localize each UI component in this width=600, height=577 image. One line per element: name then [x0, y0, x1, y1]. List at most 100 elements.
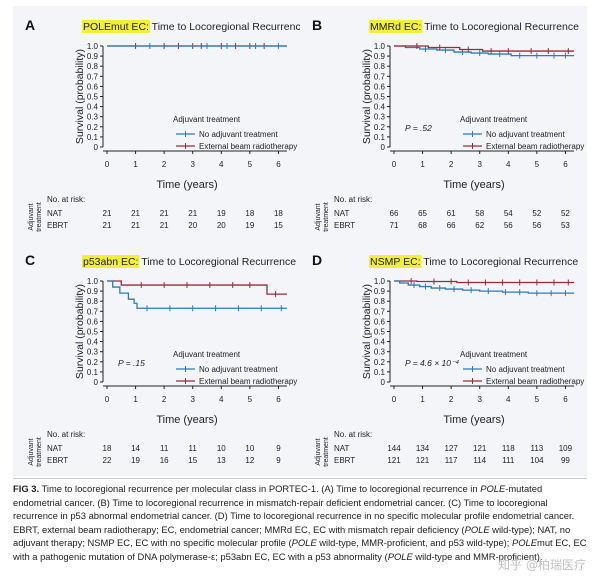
- at-risk-nat-cell: 52: [532, 209, 541, 218]
- at-risk-nat-cell: 66: [390, 209, 399, 218]
- at-risk-nat-cell: 54: [504, 209, 513, 218]
- x-tick-label: 0: [105, 395, 110, 404]
- km-curve-ebrt: [107, 280, 287, 295]
- at-risk-ebrt-cell: 68: [418, 221, 427, 230]
- y-tick-label: 0: [381, 378, 386, 387]
- panel-a: A POLEmut EC: Time to Locoregional Recurr…: [13, 6, 300, 241]
- y-tick-label: 0.6: [87, 82, 99, 91]
- y-tick-label: 0.7: [87, 72, 99, 81]
- at-risk-side-label: Adjuvant: [28, 438, 35, 465]
- y-tick-label: 0.2: [374, 358, 386, 367]
- panel-b: B MMRd EC: Time to Locoregional Recurrenc…: [300, 6, 587, 241]
- y-tick-label: 0.5: [374, 93, 386, 102]
- y-tick-label: 0.1: [374, 368, 386, 377]
- title-highlight-box: [82, 255, 140, 268]
- at-risk-nat-cell: 21: [103, 209, 112, 218]
- x-tick-label: 4: [506, 160, 511, 169]
- x-tick-label: 3: [477, 160, 482, 169]
- y-tick-label: 0.9: [374, 287, 386, 296]
- x-tick-label: 6: [276, 395, 281, 404]
- at-risk-row-label-nat: NAT: [334, 209, 350, 218]
- y-tick-label: 0.5: [374, 328, 386, 337]
- at-risk-nat-cell: 113: [530, 444, 543, 453]
- legend-label-ebrt: External beam radiotherapy: [486, 377, 584, 386]
- at-risk-nat-cell: 21: [131, 209, 140, 218]
- title-highlight: NSMP EC:: [370, 256, 421, 268]
- x-tick-label: 1: [420, 395, 425, 404]
- at-risk-ebrt-cell: 21: [131, 221, 140, 230]
- at-risk-nat-cell: 21: [160, 209, 169, 218]
- y-tick-label: 0.3: [87, 348, 99, 357]
- at-risk-nat-cell: 21: [188, 209, 197, 218]
- x-tick-label: 3: [477, 395, 482, 404]
- caption-segment: wild-type); NAT, no adjuvant therapy; NS…: [13, 523, 571, 549]
- y-tick-label: 0: [94, 143, 99, 152]
- legend-label-ebrt: External beam radiotherapy: [199, 377, 297, 386]
- at-risk-nat-cell: 121: [473, 444, 487, 453]
- at-risk-nat-cell: 65: [418, 209, 427, 218]
- y-tick-label: 0.8: [374, 297, 386, 306]
- at-risk-ebrt-cell: 13: [217, 456, 226, 465]
- x-tick-label: 3: [190, 395, 195, 404]
- at-risk-row-label-ebrt: EBRT: [334, 221, 355, 230]
- x-tick-label: 2: [162, 395, 167, 404]
- x-tick-label: 5: [248, 395, 253, 404]
- x-tick-label: 2: [449, 395, 454, 404]
- y-tick-label: 1.0: [87, 42, 99, 51]
- at-risk-nat-cell: 144: [387, 444, 401, 453]
- y-tick-label: 0.7: [374, 72, 386, 81]
- at-risk-ebrt-cell: 15: [274, 221, 283, 230]
- at-risk-ebrt-cell: 19: [131, 456, 140, 465]
- at-risk-nat-cell: 14: [131, 444, 140, 453]
- y-tick-label: 0.2: [374, 123, 386, 132]
- y-tick-label: 0.9: [87, 52, 99, 61]
- at-risk-ebrt-cell: 117: [445, 456, 458, 465]
- at-risk-ebrt-cell: 21: [103, 221, 112, 230]
- caption-label: FIG 3.: [13, 483, 40, 494]
- caption-segment: POLE: [291, 537, 317, 549]
- at-risk-ebrt-cell: 53: [561, 221, 570, 230]
- at-risk-ebrt-cell: 56: [532, 221, 541, 230]
- figure-area: A POLEmut EC: Time to Locoregional Recurr…: [13, 6, 587, 476]
- at-risk-nat-cell: 18: [274, 209, 283, 218]
- title-rest: Time to Locoregional Recurrence: [421, 256, 579, 268]
- x-tick-label: 0: [392, 160, 397, 169]
- y-tick-label: 0.3: [374, 113, 386, 122]
- y-tick-label: 0.3: [87, 113, 99, 122]
- at-risk-ebrt-cell: 111: [502, 456, 515, 465]
- x-tick-label: 6: [563, 160, 568, 169]
- at-risk-nat-cell: 10: [217, 444, 226, 453]
- y-tick-label: 1.0: [87, 277, 99, 286]
- y-tick-label: 0.8: [87, 62, 99, 71]
- at-risk-ebrt-cell: 20: [217, 221, 226, 230]
- y-tick-label: 0: [94, 378, 99, 387]
- title-highlight: POLEmut EC:: [83, 21, 149, 33]
- at-risk-nat-cell: 11: [160, 444, 169, 453]
- x-axis-label: Time (years): [443, 414, 504, 426]
- at-risk-ebrt-cell: 71: [390, 221, 399, 230]
- x-tick-label: 0: [105, 160, 110, 169]
- at-risk-ebrt-cell: 62: [475, 221, 484, 230]
- at-risk-side-label: treatment: [36, 202, 43, 232]
- at-risk-heading: No. at risk:: [334, 430, 372, 439]
- y-axis-label: Survival (probability): [361, 284, 373, 379]
- at-risk-ebrt-cell: 56: [504, 221, 513, 230]
- legend-title: Adjuvant treatment: [460, 350, 528, 359]
- x-tick-label: 0: [392, 395, 397, 404]
- panel-letter: B: [312, 17, 322, 33]
- at-risk-row-label-ebrt: EBRT: [47, 221, 68, 230]
- caption-segment: mut EC, EC with a pathogenic mutation of…: [13, 537, 587, 562]
- x-tick-label: 5: [248, 160, 253, 169]
- km-plot-d: D NSMP EC: Time to Locoregional Recurrenc…: [312, 252, 584, 467]
- y-tick-label: 0: [381, 143, 386, 152]
- legend-label-nat: No adjuvant treatment: [199, 130, 278, 139]
- title-rest: Time to Locoregional Recurrence: [421, 21, 579, 33]
- x-tick-label: 4: [506, 395, 511, 404]
- p-value: P = .52: [405, 123, 432, 133]
- at-risk-row-label-nat: NAT: [334, 444, 350, 453]
- at-risk-ebrt-cell: 99: [561, 456, 570, 465]
- caption-segment: wild-type and MMR-proficient).: [412, 550, 543, 562]
- at-risk-side-label: Adjuvant: [28, 203, 35, 230]
